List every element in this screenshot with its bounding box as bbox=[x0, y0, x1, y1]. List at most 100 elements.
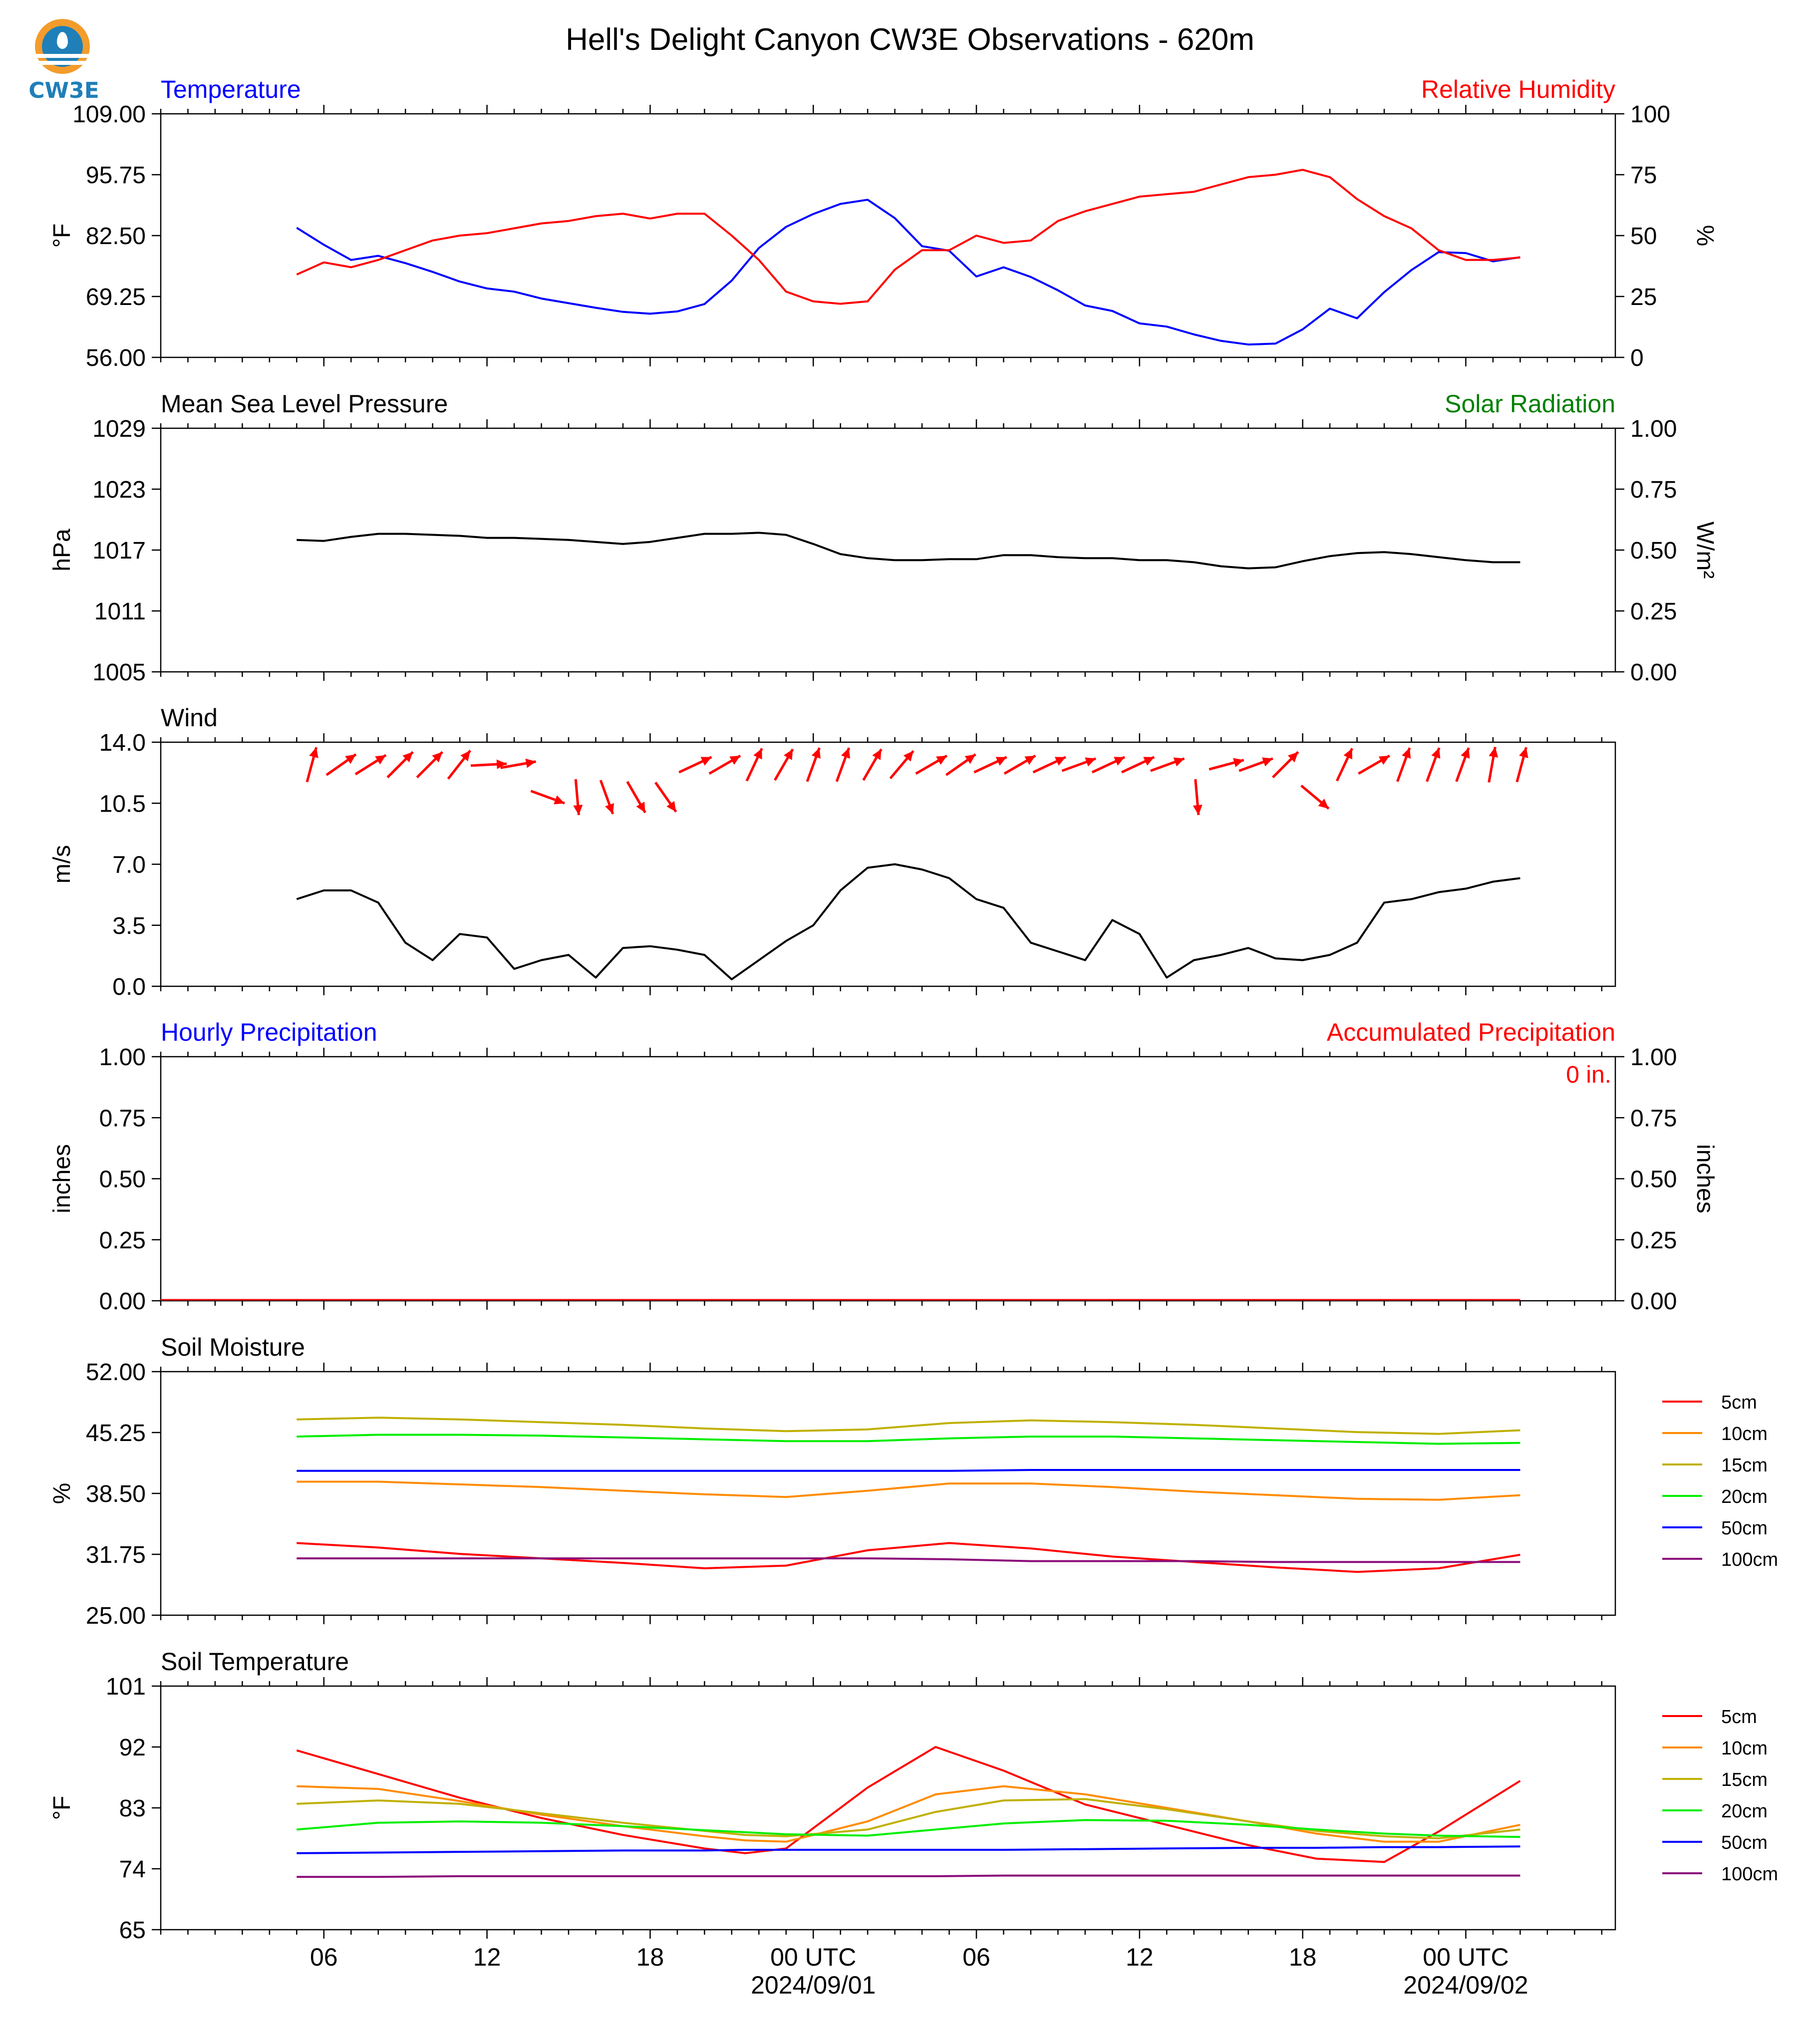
wind-arrow-head bbox=[700, 757, 712, 766]
series-line-50cm bbox=[297, 1469, 1520, 1472]
y-tick-label: 0.25 bbox=[99, 1227, 146, 1254]
panel-title-left: Mean Sea Level Pressure bbox=[161, 390, 448, 418]
series-line-mean-sea-level-pressure bbox=[297, 532, 1520, 570]
legend-label: 5cm bbox=[1721, 1392, 1757, 1413]
series-line-20cm bbox=[297, 1819, 1520, 1838]
y-tick-label: 45.25 bbox=[86, 1420, 146, 1447]
y-tick-label: 92 bbox=[119, 1735, 146, 1761]
y-tick-label: 69.25 bbox=[86, 284, 146, 310]
wind-arrow-head bbox=[1431, 748, 1441, 759]
y-tick-right-label: 0.50 bbox=[1630, 538, 1677, 564]
y-tick-label: 3.5 bbox=[112, 913, 146, 939]
y-tick-label: 56.00 bbox=[86, 345, 146, 371]
wind-arrow-head bbox=[402, 752, 413, 763]
y-axis-label: % bbox=[49, 1483, 75, 1504]
x-tick-label: 18 bbox=[636, 1943, 664, 1971]
legend-label: 50cm bbox=[1721, 1832, 1768, 1853]
wind-arrow-head bbox=[666, 801, 676, 812]
y-tick-right-label: 25 bbox=[1630, 284, 1657, 310]
y-tick-label: 101 bbox=[106, 1674, 146, 1700]
series-line-temperature bbox=[296, 199, 1520, 346]
y-axis-label: °F bbox=[49, 224, 75, 248]
wind-arrow-head bbox=[1343, 748, 1352, 760]
panel-title-left: Soil Moisture bbox=[161, 1333, 305, 1361]
y-axis-label: °F bbox=[49, 1796, 75, 1820]
x-tick-label: 12 bbox=[1126, 1943, 1154, 1971]
y-tick-label: 0.00 bbox=[99, 1288, 146, 1315]
legend-label: 15cm bbox=[1721, 1769, 1768, 1790]
x-tick-label: 00 UTC bbox=[1423, 1943, 1509, 1971]
wind-arrow-head bbox=[872, 749, 882, 760]
wind-arrow-head bbox=[1519, 747, 1528, 758]
wind-arrow-head bbox=[1114, 757, 1125, 766]
y-tick-right-label: 0.50 bbox=[1630, 1166, 1677, 1193]
wind-arrow-head bbox=[345, 754, 356, 764]
y-tick-label: 74 bbox=[119, 1856, 146, 1883]
y-tick-label: 1011 bbox=[94, 598, 146, 625]
y-tick-right-label: 0.00 bbox=[1630, 659, 1677, 686]
legend-label: 100cm bbox=[1721, 1864, 1778, 1885]
series-line-5cm bbox=[297, 1542, 1520, 1573]
wind-arrow-head bbox=[964, 754, 976, 764]
panel-title-right: Accumulated Precipitation bbox=[1327, 1018, 1615, 1046]
panel-title-left: Temperature bbox=[161, 75, 301, 103]
legend-label: 15cm bbox=[1721, 1455, 1768, 1476]
wind-arrow-head bbox=[1402, 748, 1411, 759]
wind-arrow-head bbox=[936, 756, 947, 765]
panel-wind: 0.0 3.5 7.0 10.5 14.0 Wind m/s bbox=[49, 704, 1616, 1000]
wind-arrow-head bbox=[460, 750, 471, 762]
wind-arrow-head bbox=[1233, 758, 1244, 768]
y-axis-label: hPa bbox=[49, 529, 75, 572]
y-tick-right-label: 0.00 bbox=[1630, 1288, 1677, 1315]
y-axis-right-label: W/m² bbox=[1692, 522, 1718, 579]
wind-arrow-head bbox=[1461, 748, 1470, 759]
wind-arrow-head bbox=[525, 758, 536, 768]
plot-frame bbox=[160, 1371, 1616, 1616]
wind-arrow-head bbox=[1054, 757, 1066, 766]
y-tick-right-label: 75 bbox=[1630, 162, 1657, 189]
y-tick-label: 31.75 bbox=[86, 1542, 146, 1568]
accumulated-value-label: 0 in. bbox=[1566, 1062, 1611, 1088]
series-line-100cm bbox=[297, 1557, 1520, 1563]
panel-title-left: Wind bbox=[161, 704, 218, 732]
logo-mark-icon bbox=[35, 19, 90, 74]
legend-label: 10cm bbox=[1721, 1424, 1768, 1445]
wind-arrow-head bbox=[784, 749, 793, 760]
x-tick-label: 12 bbox=[473, 1943, 501, 1971]
y-tick-label: 0.75 bbox=[99, 1105, 146, 1132]
y-axis-label: m/s bbox=[49, 845, 75, 883]
panel-pressure_solar: 1005 1011 1017 1023 1029 0.00 0.25 0.50 0.75 1.00… bbox=[49, 390, 1718, 686]
wind-arrow-head bbox=[1193, 805, 1203, 815]
y-tick-right-label: 0.75 bbox=[1630, 477, 1677, 503]
y-tick-label: 1023 bbox=[92, 477, 146, 503]
x-tick-label: 06 bbox=[310, 1943, 338, 1971]
y-tick-label: 82.50 bbox=[86, 223, 146, 250]
y-tick-label: 10.5 bbox=[99, 791, 146, 817]
y-tick-right-label: 0 bbox=[1630, 345, 1644, 371]
y-axis-right-label: inches bbox=[1692, 1144, 1718, 1213]
wind-arrow-head bbox=[903, 751, 913, 762]
y-axis-label: inches bbox=[49, 1144, 75, 1213]
y-tick-label: 83 bbox=[119, 1795, 146, 1822]
y-tick-right-label: 100 bbox=[1630, 101, 1670, 128]
legend-label: 20cm bbox=[1721, 1801, 1768, 1822]
wind-arrow-head bbox=[309, 747, 318, 758]
y-tick-label: 7.0 bbox=[112, 852, 146, 878]
legend-label: 5cm bbox=[1721, 1707, 1757, 1728]
legend-label: 10cm bbox=[1721, 1738, 1768, 1759]
wind-arrow-head bbox=[636, 802, 645, 813]
y-tick-label: 0.0 bbox=[112, 974, 146, 1000]
legend-label: 50cm bbox=[1721, 1518, 1768, 1539]
x-tick-label: 00 UTC bbox=[770, 1943, 856, 1971]
panel-temp_rh: 56.00 69.25 82.50 95.75 109.00 0 25 50 75 100 Temp… bbox=[49, 75, 1718, 371]
logo-text: CW3E bbox=[28, 78, 99, 103]
y-axis-right-label: % bbox=[1692, 225, 1718, 247]
y-tick-right-label: 0.25 bbox=[1630, 598, 1677, 625]
y-tick-label: 65 bbox=[119, 1917, 146, 1944]
y-tick-label: 95.75 bbox=[86, 162, 146, 189]
y-tick-label: 52.00 bbox=[86, 1359, 146, 1386]
wind-arrow-head bbox=[1318, 799, 1329, 809]
wind-arrow-head bbox=[496, 759, 507, 769]
series-line-15cm bbox=[297, 1417, 1520, 1435]
